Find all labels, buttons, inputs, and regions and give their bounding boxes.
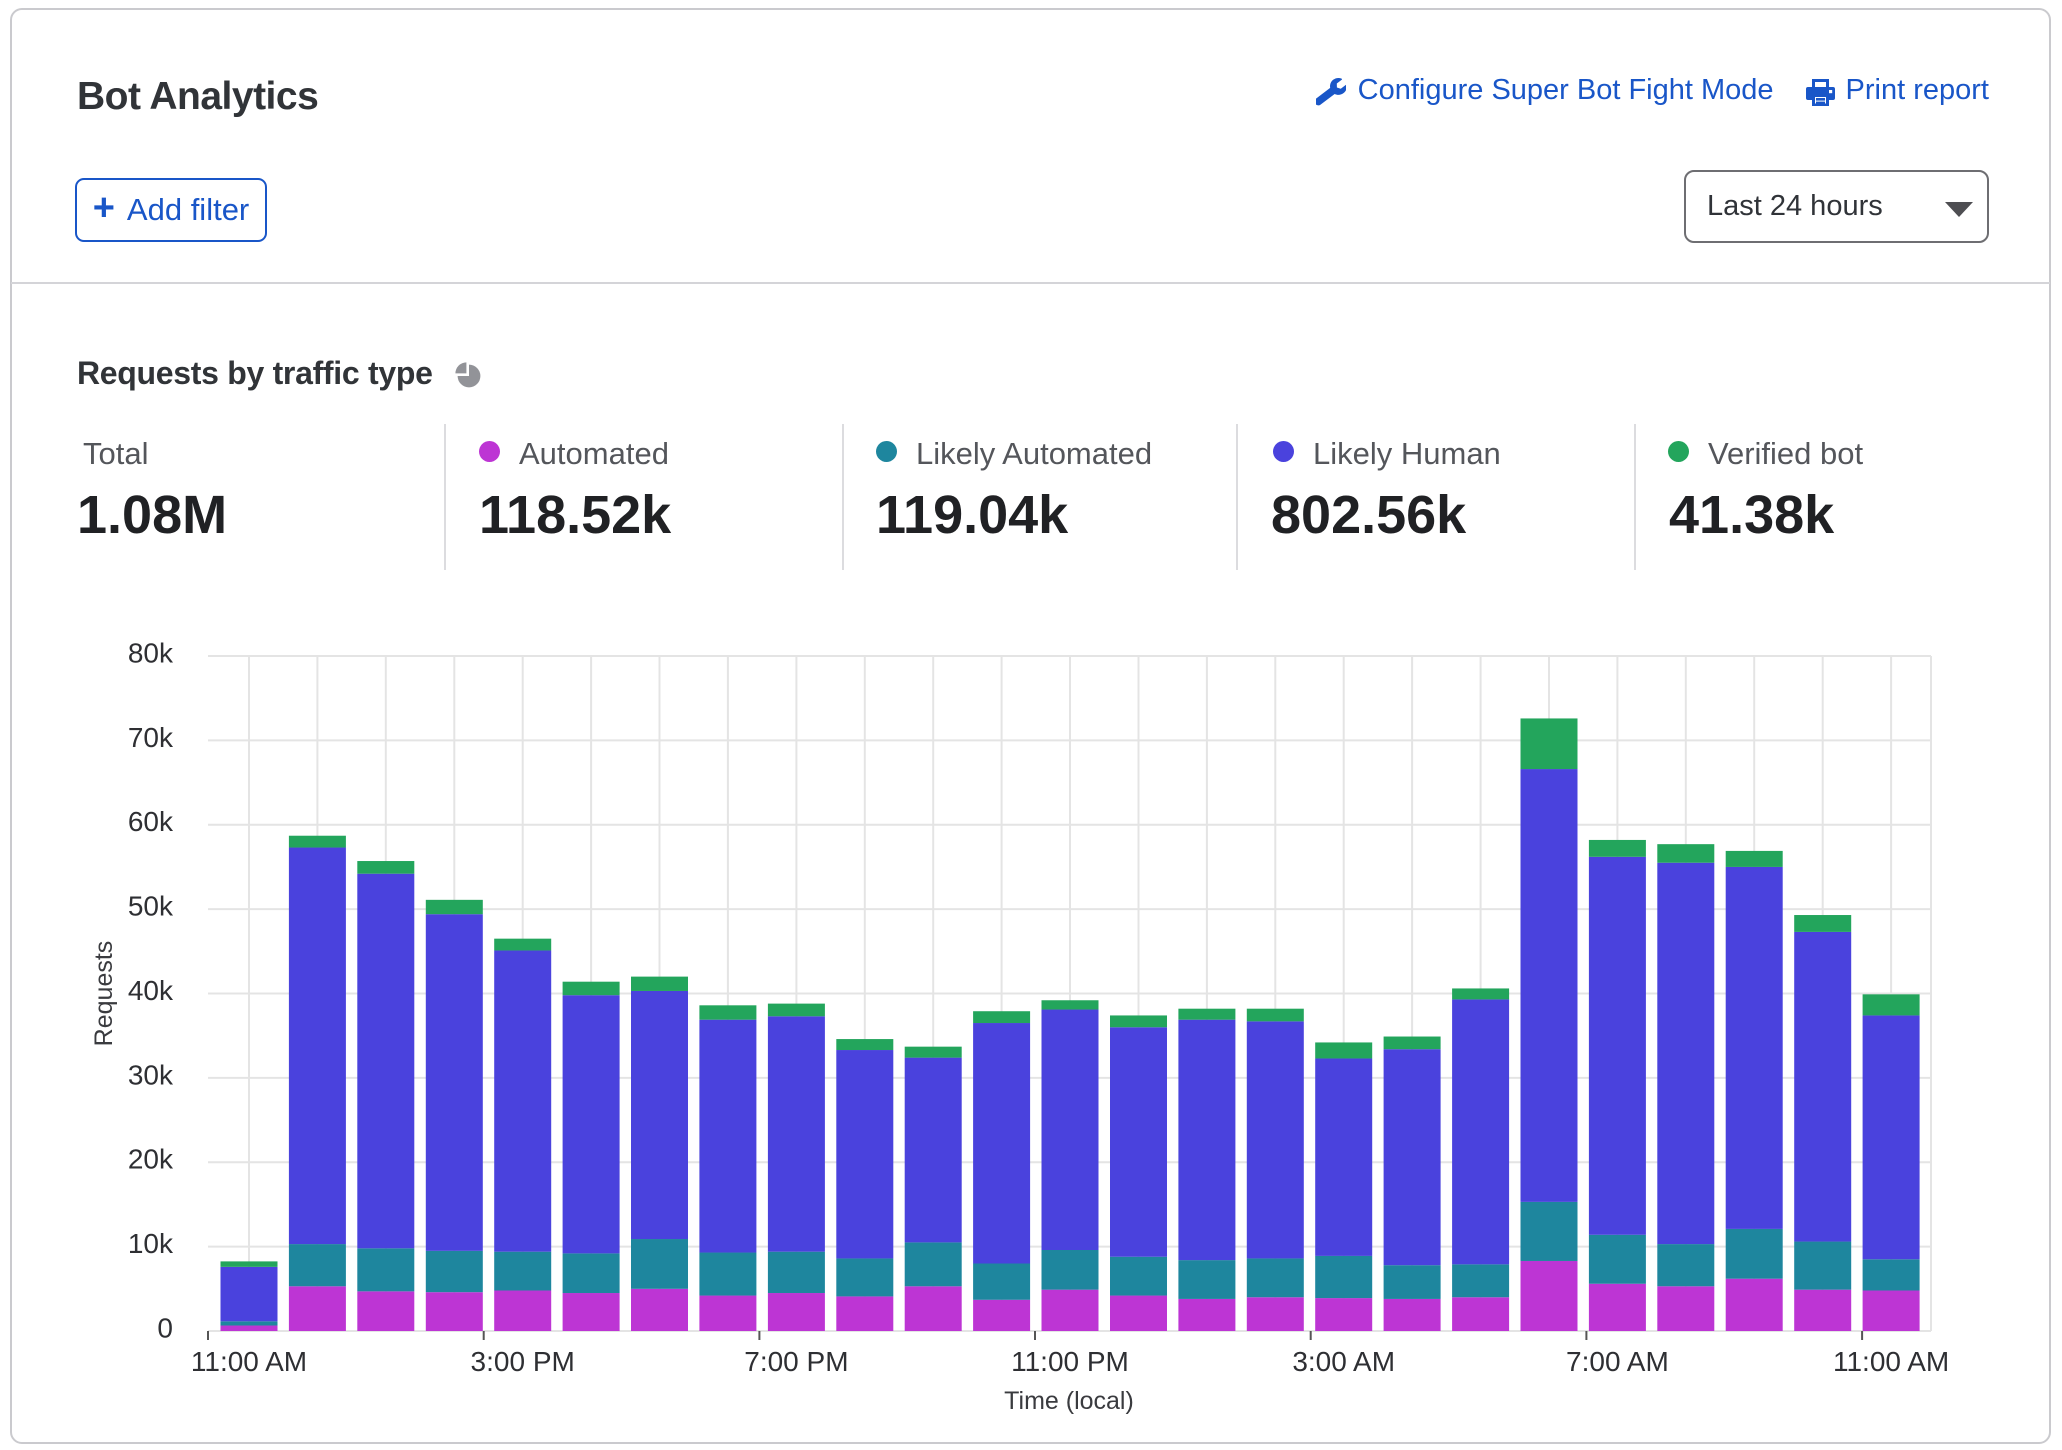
svg-text:Time (local): Time (local) (1004, 1387, 1134, 1415)
svg-text:3:00 PM: 3:00 PM (471, 1346, 575, 1377)
svg-text:60k: 60k (128, 806, 174, 837)
svg-text:20k: 20k (128, 1144, 174, 1175)
svg-text:70k: 70k (128, 722, 174, 753)
svg-text:0: 0 (157, 1313, 173, 1344)
svg-text:3:00 AM: 3:00 AM (1292, 1346, 1395, 1377)
svg-text:80k: 80k (128, 638, 174, 669)
svg-text:11:00 AM: 11:00 AM (1833, 1346, 1949, 1377)
svg-text:7:00 PM: 7:00 PM (744, 1346, 848, 1377)
svg-text:11:00 AM: 11:00 AM (191, 1346, 307, 1377)
svg-text:11:00 PM: 11:00 PM (1011, 1346, 1129, 1377)
svg-text:7:00 AM: 7:00 AM (1566, 1346, 1669, 1377)
svg-text:40k: 40k (128, 975, 174, 1006)
svg-text:50k: 50k (128, 891, 174, 922)
svg-text:30k: 30k (128, 1059, 174, 1090)
svg-text:Requests: Requests (90, 941, 118, 1047)
svg-text:10k: 10k (128, 1228, 174, 1259)
